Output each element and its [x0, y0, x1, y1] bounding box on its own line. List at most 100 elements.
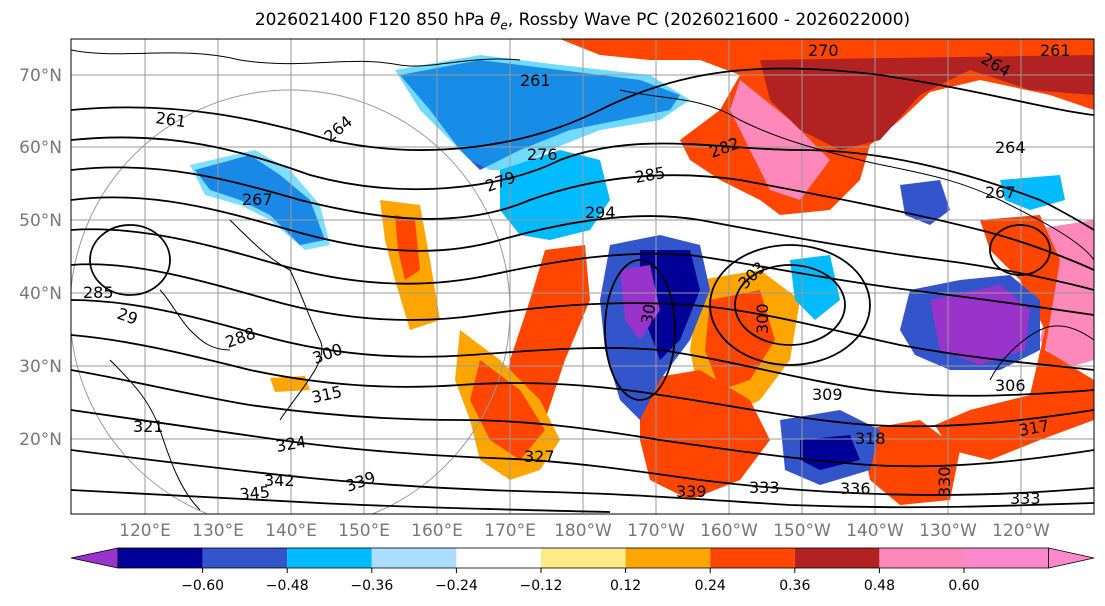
- lat-label-60n: 60°N: [19, 138, 62, 158]
- contour-label: 339: [676, 482, 707, 501]
- longitude-labels: 120°E 130°E 140°E 150°E 160°E 170°E 180°…: [119, 521, 1050, 541]
- contour-label: 330: [935, 466, 954, 497]
- lat-label-40n: 40°N: [19, 284, 62, 304]
- contour-label: 270: [808, 41, 839, 60]
- contour-label: 318: [855, 429, 886, 448]
- contour-label: 321: [133, 417, 164, 436]
- circle-overlay: [71, 89, 511, 514]
- colorbar-ticks: [202, 568, 965, 573]
- contour-label: 30: [637, 302, 659, 325]
- shading-blob-east-red: [935, 215, 1094, 460]
- colorbar-segment: [118, 548, 203, 568]
- coastlines: [71, 49, 1094, 511]
- lon-label-120w: 120°W: [992, 521, 1050, 541]
- lon-label-130w: 130°W: [919, 521, 977, 541]
- colorbar-segment: [287, 548, 372, 568]
- title-suffix: , Rossby Wave PC (2026021600 - 202602200…: [507, 10, 911, 30]
- colorbar: −0.60 −0.48 −0.36 −0.24 −0.12 0.12 0.24 …: [70, 547, 1095, 594]
- lat-label-30n: 30°N: [19, 357, 62, 377]
- colorbar-max-arrow: [1048, 547, 1095, 569]
- lon-label-170e: 170°E: [484, 521, 536, 541]
- colorbar-tick-label: 0.60: [948, 578, 979, 594]
- colorbar-min-arrow: [70, 547, 119, 569]
- title-prefix: 2026021400 F120 850 hPa: [254, 10, 490, 30]
- colorbar-segment: [456, 548, 541, 568]
- shading-blob-ne-cyan-2: [1000, 175, 1065, 210]
- contour-label: 336: [840, 479, 871, 498]
- contour-label: 294: [585, 203, 616, 222]
- contour-label: 333: [1010, 489, 1041, 508]
- lon-label-180w: 180°W: [554, 521, 612, 541]
- colorbar-tick-label: −0.12: [520, 578, 563, 594]
- shading-blob-south-navy: [800, 435, 860, 470]
- colorbar-tick-label: 0.12: [610, 578, 641, 594]
- theta-symbol: θ: [490, 10, 501, 30]
- lat-label-50n: 50°N: [19, 211, 62, 231]
- colorbar-segment: [625, 548, 711, 568]
- shading-blob-north-cyan: [395, 55, 690, 170]
- positive-anomaly-shading: [270, 39, 1094, 505]
- map-panel: 270 264 261 261 264 264 261 267 276 279 …: [71, 39, 1094, 514]
- lon-label-120e: 120°E: [119, 521, 171, 541]
- shading-blob-central-3: [470, 360, 545, 460]
- contour-label: 300: [753, 303, 772, 334]
- contour-label: 264: [995, 138, 1026, 157]
- contour-label: 267: [985, 183, 1016, 202]
- contour-label: 327: [524, 447, 555, 466]
- colorbar-segment: [879, 548, 964, 568]
- map-frame: [70, 38, 1095, 515]
- contour-label: 261: [520, 71, 551, 90]
- contour-label: 342: [264, 471, 295, 490]
- map-title: 2026021400 F120 850 hPa θe, Rossby Wave …: [0, 10, 1105, 32]
- theta-subscript: e: [500, 18, 508, 33]
- shading-blob-center-navy: [640, 250, 700, 360]
- shading-blob-west-cyan: [190, 150, 330, 250]
- contour-label: 345: [239, 482, 271, 504]
- colorbar-tick-label: 0.48: [864, 578, 895, 594]
- contour-label: 261: [154, 108, 187, 131]
- shading-blob-south-2: [705, 290, 775, 390]
- colorbar-segment: [371, 548, 457, 568]
- lon-label-150e: 150°E: [338, 521, 390, 541]
- colorbar-tick-label: −0.48: [266, 578, 309, 594]
- colorbar-tick-label: −0.60: [181, 578, 224, 594]
- contour-label: 261: [1040, 41, 1071, 60]
- lat-label-20n: 20°N: [19, 430, 62, 450]
- contour-label: 267: [242, 190, 273, 209]
- lon-label-130e: 130°E: [192, 521, 244, 541]
- graticule: [71, 39, 1094, 514]
- colorbar-segment: [964, 548, 1049, 568]
- lon-label-160e: 160°E: [411, 521, 463, 541]
- lon-label-170w: 170°W: [627, 521, 685, 541]
- colorbar-frame: [117, 547, 1049, 569]
- colorbar-segment: [202, 548, 288, 568]
- colorbar-segment: [794, 548, 880, 568]
- contour-label: 306: [995, 376, 1026, 395]
- shading-blob-small-1: [270, 376, 310, 392]
- lon-label-140e: 140°E: [265, 521, 317, 541]
- shading-blob-ne-light: [730, 80, 830, 200]
- contour-label: 285: [83, 283, 114, 302]
- colorbar-tick-label: −0.36: [350, 578, 393, 594]
- lat-label-70n: 70°N: [19, 66, 62, 86]
- lon-label-140w: 140°W: [846, 521, 904, 541]
- contour-label: 276: [527, 145, 558, 164]
- colorbar-segment: [541, 548, 626, 568]
- lon-label-150w: 150°W: [773, 521, 831, 541]
- shading-blob-south-3: [640, 370, 770, 500]
- contour-label: 309: [812, 385, 843, 404]
- shading-blob-west-2: [395, 215, 420, 280]
- colorbar-tick-label: 0.24: [695, 578, 726, 594]
- shading-blob-east-violet: [930, 285, 1030, 365]
- lon-label-160w: 160°W: [700, 521, 758, 541]
- shading-blob-ne-dark: [760, 55, 1094, 150]
- theta-e-contours: [71, 67, 1094, 513]
- colorbar-tick-label: −0.24: [435, 578, 478, 594]
- colorbar-segment: [710, 548, 795, 568]
- contour-label: 333: [749, 478, 780, 497]
- latitude-labels: 70°N 60°N 50°N 40°N 30°N 20°N: [19, 66, 62, 450]
- colorbar-tick-labels: −0.60 −0.48 −0.36 −0.24 −0.12 0.12 0.24 …: [181, 578, 979, 594]
- colorbar-tick-label: 0.36: [779, 578, 810, 594]
- shading-blob-south-4: [860, 420, 960, 505]
